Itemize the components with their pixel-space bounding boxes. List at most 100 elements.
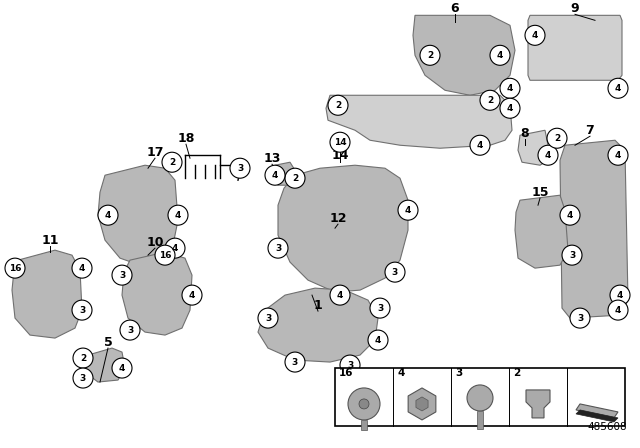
Text: 2: 2: [169, 158, 175, 167]
Text: 4: 4: [272, 171, 278, 180]
Polygon shape: [272, 162, 295, 185]
Circle shape: [73, 348, 93, 368]
Polygon shape: [515, 195, 568, 268]
Text: 4: 4: [397, 368, 404, 378]
Text: 3: 3: [237, 164, 243, 173]
Circle shape: [155, 245, 175, 265]
Circle shape: [490, 45, 510, 65]
Text: 14: 14: [332, 149, 349, 162]
Circle shape: [330, 132, 350, 152]
Text: 18: 18: [177, 132, 195, 145]
Text: 4: 4: [615, 84, 621, 93]
FancyBboxPatch shape: [335, 368, 625, 426]
Circle shape: [562, 245, 582, 265]
Text: 4: 4: [375, 336, 381, 345]
Text: 4: 4: [615, 306, 621, 314]
Circle shape: [480, 90, 500, 110]
Text: 4: 4: [477, 141, 483, 150]
Circle shape: [348, 388, 380, 420]
Text: 2: 2: [427, 51, 433, 60]
Polygon shape: [278, 165, 408, 292]
Text: 4: 4: [532, 31, 538, 40]
Polygon shape: [416, 397, 428, 411]
Polygon shape: [413, 15, 515, 95]
Polygon shape: [526, 390, 550, 418]
Circle shape: [285, 352, 305, 372]
Circle shape: [98, 205, 118, 225]
Circle shape: [330, 285, 350, 305]
Text: 3: 3: [347, 361, 353, 370]
Text: 8: 8: [521, 127, 529, 140]
Text: 2: 2: [80, 353, 86, 362]
Text: 4: 4: [507, 104, 513, 113]
Circle shape: [72, 300, 92, 320]
Text: 9: 9: [571, 2, 579, 15]
Circle shape: [525, 26, 545, 45]
Circle shape: [359, 399, 369, 409]
Text: 4: 4: [119, 364, 125, 373]
Polygon shape: [560, 140, 628, 318]
Circle shape: [608, 300, 628, 320]
Text: 4: 4: [617, 291, 623, 300]
Text: 3: 3: [275, 244, 281, 253]
Circle shape: [258, 308, 278, 328]
Circle shape: [467, 385, 493, 411]
Text: 6: 6: [451, 2, 460, 15]
Circle shape: [112, 265, 132, 285]
Circle shape: [560, 205, 580, 225]
Text: 3: 3: [455, 368, 462, 378]
Circle shape: [398, 200, 418, 220]
Text: 4: 4: [405, 206, 411, 215]
Circle shape: [420, 45, 440, 65]
Bar: [361, 420, 367, 430]
Text: 4: 4: [172, 244, 178, 253]
Circle shape: [230, 158, 250, 178]
Text: 2: 2: [554, 134, 560, 143]
Polygon shape: [528, 15, 622, 80]
Text: 4: 4: [497, 51, 503, 60]
Text: 10: 10: [147, 236, 164, 249]
Text: 4: 4: [189, 291, 195, 300]
Text: 4: 4: [175, 211, 181, 220]
Text: 4: 4: [545, 151, 551, 160]
Text: 2: 2: [487, 96, 493, 105]
Bar: [477, 411, 483, 429]
Polygon shape: [326, 95, 512, 148]
Text: 2: 2: [513, 368, 520, 378]
Text: 4: 4: [567, 211, 573, 220]
Text: 2: 2: [292, 174, 298, 183]
Text: 1: 1: [314, 299, 323, 312]
Text: 5: 5: [104, 336, 113, 349]
Circle shape: [112, 358, 132, 378]
Circle shape: [370, 298, 390, 318]
Circle shape: [268, 238, 288, 258]
Polygon shape: [12, 250, 82, 338]
Text: 13: 13: [263, 152, 281, 165]
Text: 3: 3: [80, 374, 86, 383]
Circle shape: [470, 135, 490, 155]
Circle shape: [368, 330, 388, 350]
Text: 15: 15: [531, 185, 548, 199]
Circle shape: [73, 368, 93, 388]
Text: 3: 3: [79, 306, 85, 314]
Circle shape: [385, 262, 405, 282]
Text: 4: 4: [615, 151, 621, 160]
Text: 3: 3: [127, 326, 133, 335]
Circle shape: [570, 308, 590, 328]
Text: 3: 3: [392, 267, 398, 276]
Text: 2: 2: [335, 101, 341, 110]
Circle shape: [72, 258, 92, 278]
Circle shape: [538, 145, 558, 165]
Text: 17: 17: [147, 146, 164, 159]
Polygon shape: [408, 388, 436, 420]
Text: 4: 4: [105, 211, 111, 220]
Circle shape: [285, 168, 305, 188]
Circle shape: [165, 238, 185, 258]
Circle shape: [182, 285, 202, 305]
Circle shape: [340, 355, 360, 375]
Circle shape: [608, 78, 628, 98]
Circle shape: [5, 258, 25, 278]
Text: 16: 16: [339, 368, 353, 378]
Circle shape: [608, 145, 628, 165]
Text: 3: 3: [577, 314, 583, 323]
